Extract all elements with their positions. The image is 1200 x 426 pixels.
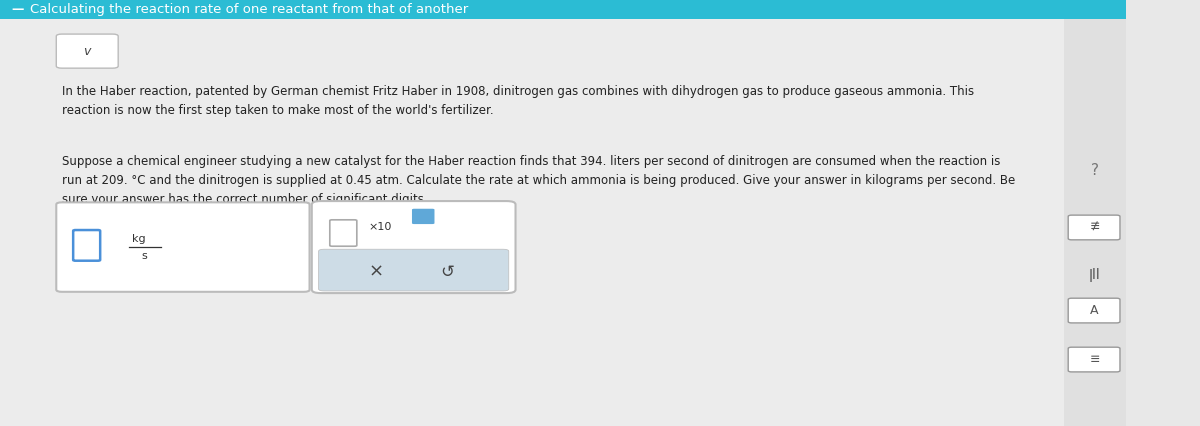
Text: kg: kg: [132, 234, 145, 245]
Text: A: A: [1091, 304, 1099, 317]
FancyBboxPatch shape: [56, 202, 310, 292]
FancyBboxPatch shape: [1068, 347, 1120, 372]
Text: —: —: [11, 3, 24, 16]
FancyBboxPatch shape: [56, 34, 118, 68]
Text: ×10: ×10: [368, 222, 391, 232]
FancyBboxPatch shape: [318, 249, 509, 291]
Bar: [0, 0, 1126, 19]
FancyBboxPatch shape: [1068, 215, 1120, 240]
Text: ×: ×: [368, 263, 384, 281]
Bar: [1063, 19, 1126, 426]
FancyBboxPatch shape: [412, 209, 434, 224]
Text: ?: ?: [1091, 163, 1099, 178]
Text: ↺: ↺: [440, 263, 454, 281]
FancyBboxPatch shape: [312, 201, 516, 293]
Text: ≢: ≢: [1090, 221, 1100, 234]
Text: ≡: ≡: [1090, 353, 1100, 366]
Text: In the Haber reaction, patented by German chemist Fritz Haber in 1908, dinitroge: In the Haber reaction, patented by Germa…: [62, 85, 974, 117]
Text: Calculating the reaction rate of one reactant from that of another: Calculating the reaction rate of one rea…: [30, 3, 469, 16]
Text: ǀll: ǀll: [1088, 268, 1100, 282]
Text: v: v: [83, 45, 90, 58]
Text: s: s: [142, 251, 148, 262]
FancyBboxPatch shape: [1068, 298, 1120, 323]
Text: Suppose a chemical engineer studying a new catalyst for the Haber reaction finds: Suppose a chemical engineer studying a n…: [62, 155, 1015, 207]
